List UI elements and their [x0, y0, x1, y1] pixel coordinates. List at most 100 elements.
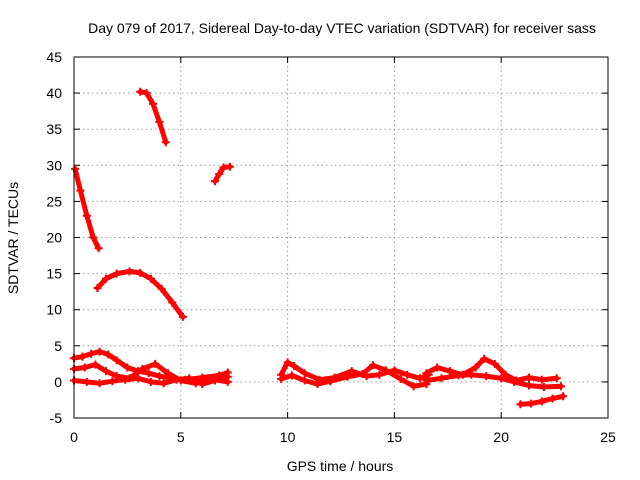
- data-point: [102, 274, 110, 283]
- data-point: [433, 363, 442, 372]
- data-point: [144, 369, 153, 378]
- x-tick-label: 15: [387, 429, 403, 445]
- data-point: [445, 367, 454, 376]
- data-point: [168, 298, 177, 307]
- data-point: [300, 376, 309, 385]
- data-point: [215, 170, 224, 178]
- data-point: [157, 284, 166, 293]
- data-point: [149, 99, 157, 108]
- y-tick-label: 25: [46, 193, 62, 209]
- data-point: [82, 211, 91, 220]
- data-point: [155, 372, 164, 381]
- data-point: [287, 371, 296, 380]
- data-point: [409, 382, 418, 391]
- y-tick-label: 40: [46, 85, 62, 101]
- data-point: [95, 379, 104, 388]
- data-point: [527, 399, 536, 408]
- x-tick-label: 25: [600, 429, 616, 445]
- data-point: [178, 312, 187, 321]
- y-tick-label: -5: [50, 410, 63, 426]
- y-tick-labels: -5 0 5 10 15 20 25 30 35 40 45: [46, 49, 62, 426]
- data-point: [277, 375, 286, 383]
- y-tick-label: 45: [46, 49, 62, 65]
- data-point: [142, 89, 151, 98]
- series-arc-a: [72, 166, 102, 251]
- data-point: [82, 377, 91, 386]
- data-point: [490, 359, 499, 368]
- series-cluster-7: [423, 372, 564, 390]
- data-point: [480, 354, 489, 363]
- y-tick-label: 10: [46, 302, 62, 318]
- data-point: [95, 347, 104, 356]
- data-point: [471, 363, 480, 372]
- y-tick-label: 30: [46, 157, 62, 173]
- data-point: [225, 162, 234, 171]
- data-point: [78, 352, 87, 361]
- data-point: [525, 381, 533, 390]
- x-axis-label: GPS time / hours: [287, 458, 394, 474]
- data-point: [76, 186, 85, 195]
- data-point: [159, 379, 168, 388]
- x-tick-label: 10: [280, 429, 296, 445]
- data-point: [71, 164, 80, 173]
- data-point: [102, 367, 110, 376]
- data-point: [155, 118, 164, 126]
- data-point: [283, 358, 292, 367]
- data-point: [161, 138, 170, 147]
- y-tick-label: 0: [54, 374, 62, 390]
- plot-frame: [73, 56, 609, 419]
- data-point: [146, 274, 155, 283]
- data-point: [375, 370, 384, 379]
- data-point: [516, 400, 525, 409]
- x-tick-label: 5: [177, 429, 185, 445]
- data-point: [112, 269, 121, 278]
- data-point: [134, 374, 143, 383]
- chart-title: Day 079 of 2017, Sidereal Day-to-day VTE…: [88, 20, 596, 36]
- data-point: [537, 375, 546, 384]
- data-point: [198, 380, 207, 389]
- data-point: [125, 267, 134, 276]
- data-point: [396, 375, 405, 383]
- data-point: [172, 375, 181, 384]
- data-point: [416, 374, 424, 383]
- data-point: [136, 268, 145, 277]
- data-point: [151, 359, 160, 368]
- data-point: [211, 376, 219, 385]
- x-tick-label: 20: [493, 429, 509, 445]
- y-axis-label: SDTVAR / TECUs: [5, 182, 21, 294]
- data-point: [123, 363, 132, 372]
- data-point: [89, 233, 98, 242]
- data-point: [497, 374, 506, 383]
- data-point: [482, 372, 491, 381]
- y-tick-label: 20: [46, 230, 62, 246]
- y-tick-label: 15: [46, 266, 62, 282]
- data-point: [138, 364, 147, 373]
- data-point: [136, 87, 145, 96]
- data-point: [164, 369, 172, 378]
- data-point: [87, 349, 96, 358]
- x-tick-label: 0: [70, 429, 78, 445]
- data-point: [552, 374, 561, 383]
- data-point: [539, 383, 548, 391]
- data-point: [104, 350, 113, 359]
- data-point: [121, 375, 130, 384]
- data-point: [185, 374, 194, 383]
- data-point: [313, 380, 322, 389]
- data-point: [326, 377, 335, 386]
- data-point: [369, 361, 377, 370]
- data-point: [525, 373, 533, 382]
- data-point: [467, 370, 476, 379]
- series-layer: [70, 87, 568, 409]
- data-point: [422, 369, 431, 378]
- data-point: [557, 382, 565, 391]
- data-point: [300, 369, 309, 378]
- data-point: [437, 374, 446, 383]
- data-point: [91, 360, 100, 369]
- data-point: [537, 397, 546, 406]
- data-point: [290, 362, 298, 370]
- data-point: [223, 372, 232, 381]
- data-point: [94, 244, 103, 253]
- data-point: [422, 376, 431, 385]
- data-point: [80, 363, 89, 372]
